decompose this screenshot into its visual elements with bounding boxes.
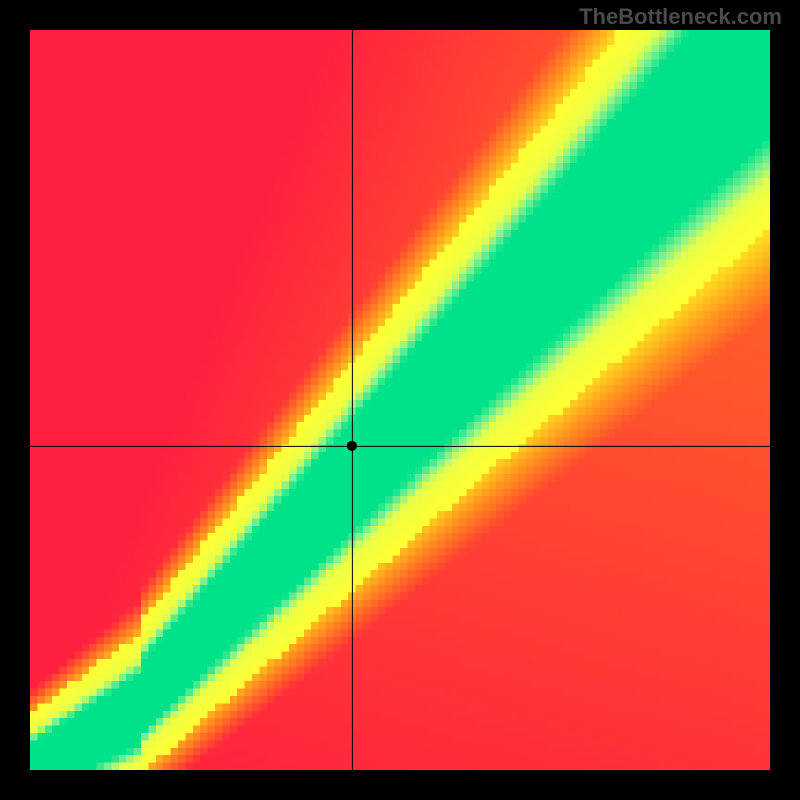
- crosshair-overlay: [30, 30, 770, 770]
- chart-container: TheBottleneck.com: [0, 0, 800, 800]
- watermark-text: TheBottleneck.com: [579, 4, 782, 30]
- heatmap-plot: [30, 30, 770, 770]
